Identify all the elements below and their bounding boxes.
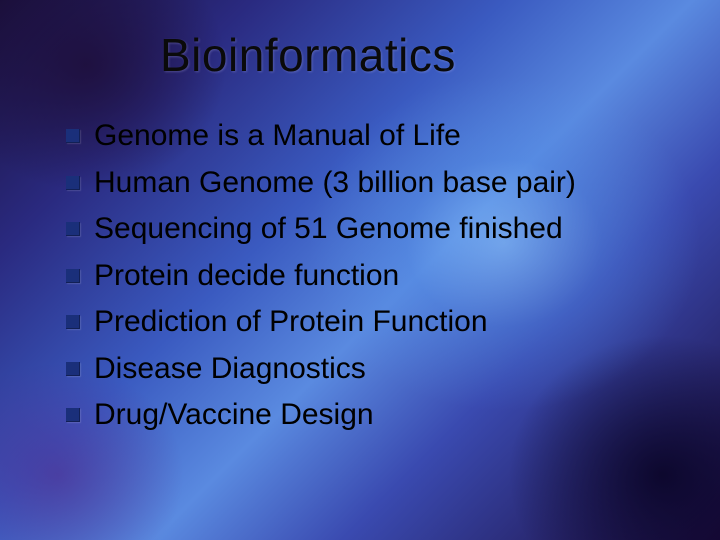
list-item: Human Genome (3 billion base pair) bbox=[66, 163, 680, 204]
bullet-text: Protein decide function bbox=[94, 256, 680, 297]
list-item: Disease Diagnostics bbox=[66, 349, 680, 390]
bullet-square-icon bbox=[66, 129, 80, 143]
bullet-text: Disease Diagnostics bbox=[94, 349, 680, 390]
bullet-text: Sequencing of 51 Genome finished bbox=[94, 209, 680, 250]
slide-container: Bioinformatics Genome is a Manual of Lif… bbox=[0, 0, 720, 540]
list-item: Genome is a Manual of Life bbox=[66, 116, 680, 157]
bullet-text: Drug/Vaccine Design bbox=[94, 395, 680, 436]
list-item: Protein decide function bbox=[66, 256, 680, 297]
list-item: Drug/Vaccine Design bbox=[66, 395, 680, 436]
bullet-square-icon bbox=[66, 269, 80, 283]
bullet-square-icon bbox=[66, 176, 80, 190]
bullet-text: Human Genome (3 billion base pair) bbox=[94, 163, 680, 204]
bullet-list: Genome is a Manual of Life Human Genome … bbox=[60, 116, 680, 436]
bullet-square-icon bbox=[66, 222, 80, 236]
slide-title: Bioinformatics bbox=[160, 28, 680, 82]
bullet-text: Genome is a Manual of Life bbox=[94, 116, 680, 157]
list-item: Prediction of Protein Function bbox=[66, 302, 680, 343]
bullet-square-icon bbox=[66, 408, 80, 422]
bullet-text: Prediction of Protein Function bbox=[94, 302, 680, 343]
list-item: Sequencing of 51 Genome finished bbox=[66, 209, 680, 250]
bullet-square-icon bbox=[66, 315, 80, 329]
bullet-square-icon bbox=[66, 362, 80, 376]
